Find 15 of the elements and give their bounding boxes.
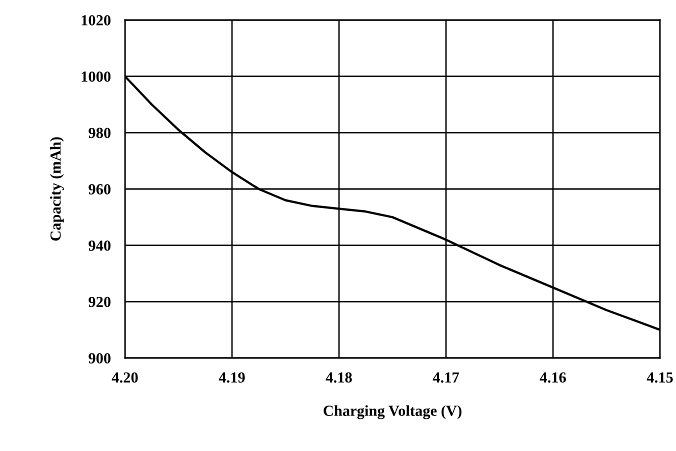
x-tick-label: 4.18 (326, 372, 352, 383)
y-tick-label: 960 (88, 184, 111, 194)
y-axis-title: Capacity (mAh) (50, 137, 64, 241)
x-tick-label: 4.20 (112, 372, 138, 383)
y-tick-label: 980 (88, 128, 111, 138)
x-axis-title: Charging Voltage (V) (324, 405, 462, 420)
x-tick-label: 4.17 (432, 372, 459, 383)
y-tick-label: 1000 (82, 71, 111, 82)
y-tick-label: 1020 (82, 15, 111, 26)
x-tick-label: 4.15 (646, 372, 673, 383)
x-tick-label: 4.19 (218, 372, 245, 383)
y-tick-label: 920 (88, 296, 111, 308)
y-tick-label: 940 (88, 240, 111, 251)
y-tick-label: 900 (88, 353, 111, 364)
x-tick-label: 4.16 (540, 372, 566, 383)
